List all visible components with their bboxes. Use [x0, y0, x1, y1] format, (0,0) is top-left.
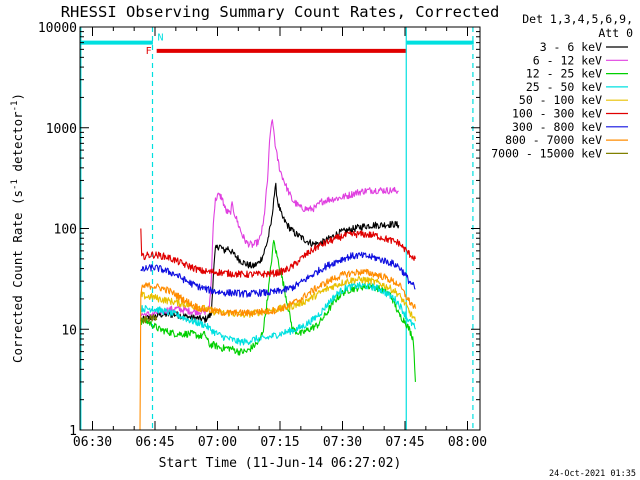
legend-label-3: 12 - 25 keV: [526, 67, 602, 81]
x-ticks-layer: 06:30 06:45 07:00 07:15 07:30 07:45 08:00: [73, 27, 487, 450]
y-axis-label-part-1: Corrected Count Rate (s: [10, 190, 25, 363]
legend-header-1: Det 1,3,4,5,6,9,: [522, 12, 633, 26]
x-tick-label: 07:45: [385, 435, 424, 450]
y-tick-label: 10000: [38, 21, 77, 36]
y-axis-label-part-2: detector: [10, 111, 25, 179]
x-tick-label: 07:15: [260, 435, 299, 450]
footer-date: 24-Oct-2021 01:35: [549, 469, 636, 479]
night-flag-label: N: [158, 33, 164, 44]
y-axis-label: Corrected Count Rate (s-1 detector-1): [10, 93, 25, 363]
legend-label-2: 6 - 12 keV: [533, 53, 602, 67]
y-axis-label-sup-2: -1: [10, 101, 20, 112]
y-tick-label: 100: [54, 223, 77, 238]
legend-label-1: 3 - 6 keV: [540, 40, 602, 54]
y-axis-label-sup-1: -1: [10, 179, 20, 190]
series-line-7: [140, 251, 416, 298]
x-tick-label: 06:30: [73, 435, 112, 450]
x-tick-label: 07:00: [198, 435, 237, 450]
legend-label-5: 50 - 100 keV: [519, 93, 602, 107]
x-tick-label: 08:00: [448, 435, 487, 450]
series-line-5: [140, 275, 416, 322]
series-line-4: [140, 281, 416, 346]
flags-layer: FN: [80, 27, 474, 430]
legend-header-2: Att 0: [598, 26, 633, 40]
y-ticks-layer: 1 10 100 1000 10000: [38, 21, 480, 439]
x-axis-label: Start Time (11-Jun-14 06:27:02): [159, 456, 402, 471]
legend-label-8: 800 - 7000 keV: [505, 133, 602, 147]
x-tick-label: 07:30: [323, 435, 362, 450]
legend-label-9: 7000 - 15000 keV: [491, 146, 602, 160]
series-line-6: [140, 228, 416, 279]
legend-label-7: 300 - 800 keV: [512, 120, 602, 134]
y-tick-label: 1: [69, 424, 77, 439]
legend-label-6: 100 - 300 keV: [512, 107, 602, 121]
series-line-1: [140, 182, 400, 323]
series-line-9: [140, 313, 158, 324]
series-line-8: [139, 268, 416, 431]
y-tick-label: 1000: [46, 122, 77, 137]
y-tick-label: 10: [61, 323, 77, 338]
x-tick-label: 06:45: [135, 435, 174, 450]
series-line-2: [140, 119, 399, 319]
chart-title: RHESSI Observing Summary Count Rates, Co…: [61, 3, 500, 21]
legend-label-4: 25 - 50 keV: [526, 80, 602, 94]
series-layer: [139, 119, 416, 431]
flare-flag-label: F: [146, 46, 152, 57]
y-axis-label-part-3: ): [10, 93, 25, 101]
